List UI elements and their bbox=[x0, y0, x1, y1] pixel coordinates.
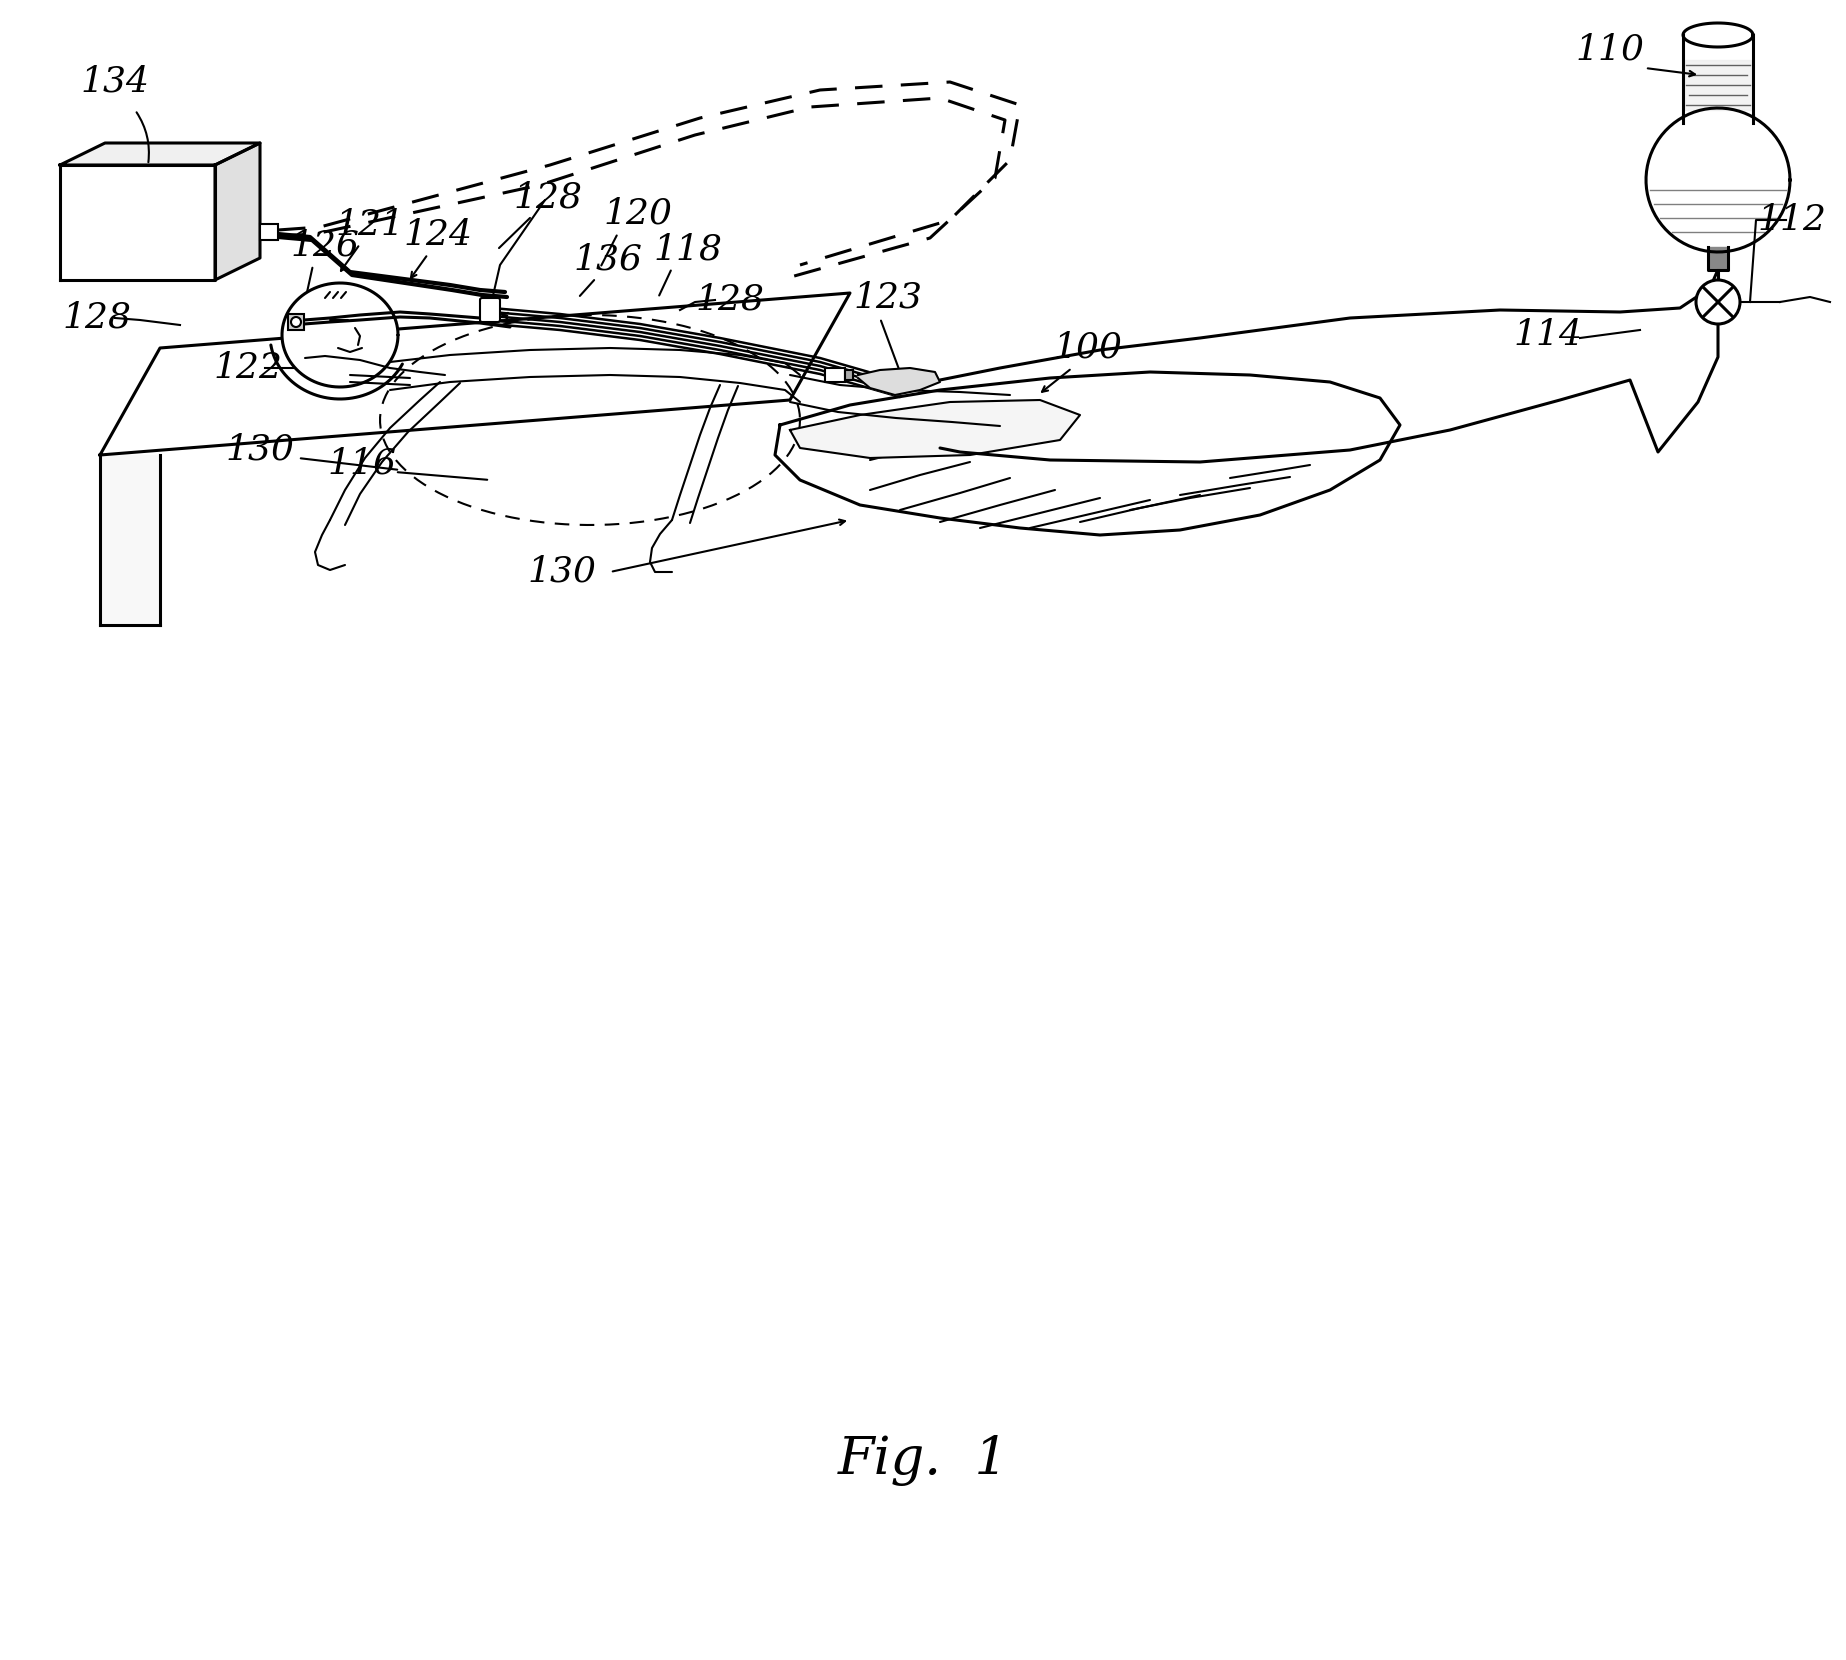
Bar bbox=[288, 314, 305, 330]
Text: 118: 118 bbox=[653, 232, 722, 267]
Text: 100: 100 bbox=[1054, 330, 1122, 365]
Text: 120: 120 bbox=[604, 196, 672, 231]
Polygon shape bbox=[61, 143, 260, 164]
Text: 128: 128 bbox=[513, 181, 583, 216]
Polygon shape bbox=[790, 400, 1080, 458]
Text: 116: 116 bbox=[327, 447, 397, 480]
Bar bbox=[260, 224, 279, 241]
Text: 130: 130 bbox=[528, 554, 596, 589]
Polygon shape bbox=[100, 455, 161, 626]
Text: 121: 121 bbox=[336, 208, 404, 242]
Polygon shape bbox=[214, 143, 260, 281]
Polygon shape bbox=[858, 369, 940, 395]
Polygon shape bbox=[775, 372, 1399, 535]
Polygon shape bbox=[100, 294, 849, 455]
Text: 128: 128 bbox=[63, 300, 131, 335]
FancyBboxPatch shape bbox=[480, 299, 500, 322]
Text: Fig.  1: Fig. 1 bbox=[838, 1436, 1008, 1486]
Polygon shape bbox=[61, 164, 214, 281]
Text: 134: 134 bbox=[81, 65, 150, 100]
Polygon shape bbox=[1647, 108, 1791, 252]
Text: 136: 136 bbox=[574, 242, 642, 277]
Bar bbox=[825, 369, 845, 382]
Text: 124: 124 bbox=[404, 217, 473, 252]
Text: 126: 126 bbox=[290, 227, 360, 262]
Text: 123: 123 bbox=[853, 281, 923, 315]
Bar bbox=[845, 370, 853, 380]
Circle shape bbox=[292, 317, 301, 327]
Polygon shape bbox=[1708, 247, 1728, 271]
Text: 122: 122 bbox=[214, 350, 282, 385]
Text: 128: 128 bbox=[696, 282, 764, 317]
Text: 114: 114 bbox=[1514, 319, 1582, 352]
Polygon shape bbox=[282, 282, 399, 387]
Text: 110: 110 bbox=[1575, 33, 1645, 66]
Text: 112: 112 bbox=[1757, 203, 1826, 237]
Polygon shape bbox=[1685, 60, 1752, 110]
Circle shape bbox=[1696, 281, 1741, 324]
Text: 130: 130 bbox=[225, 433, 295, 466]
